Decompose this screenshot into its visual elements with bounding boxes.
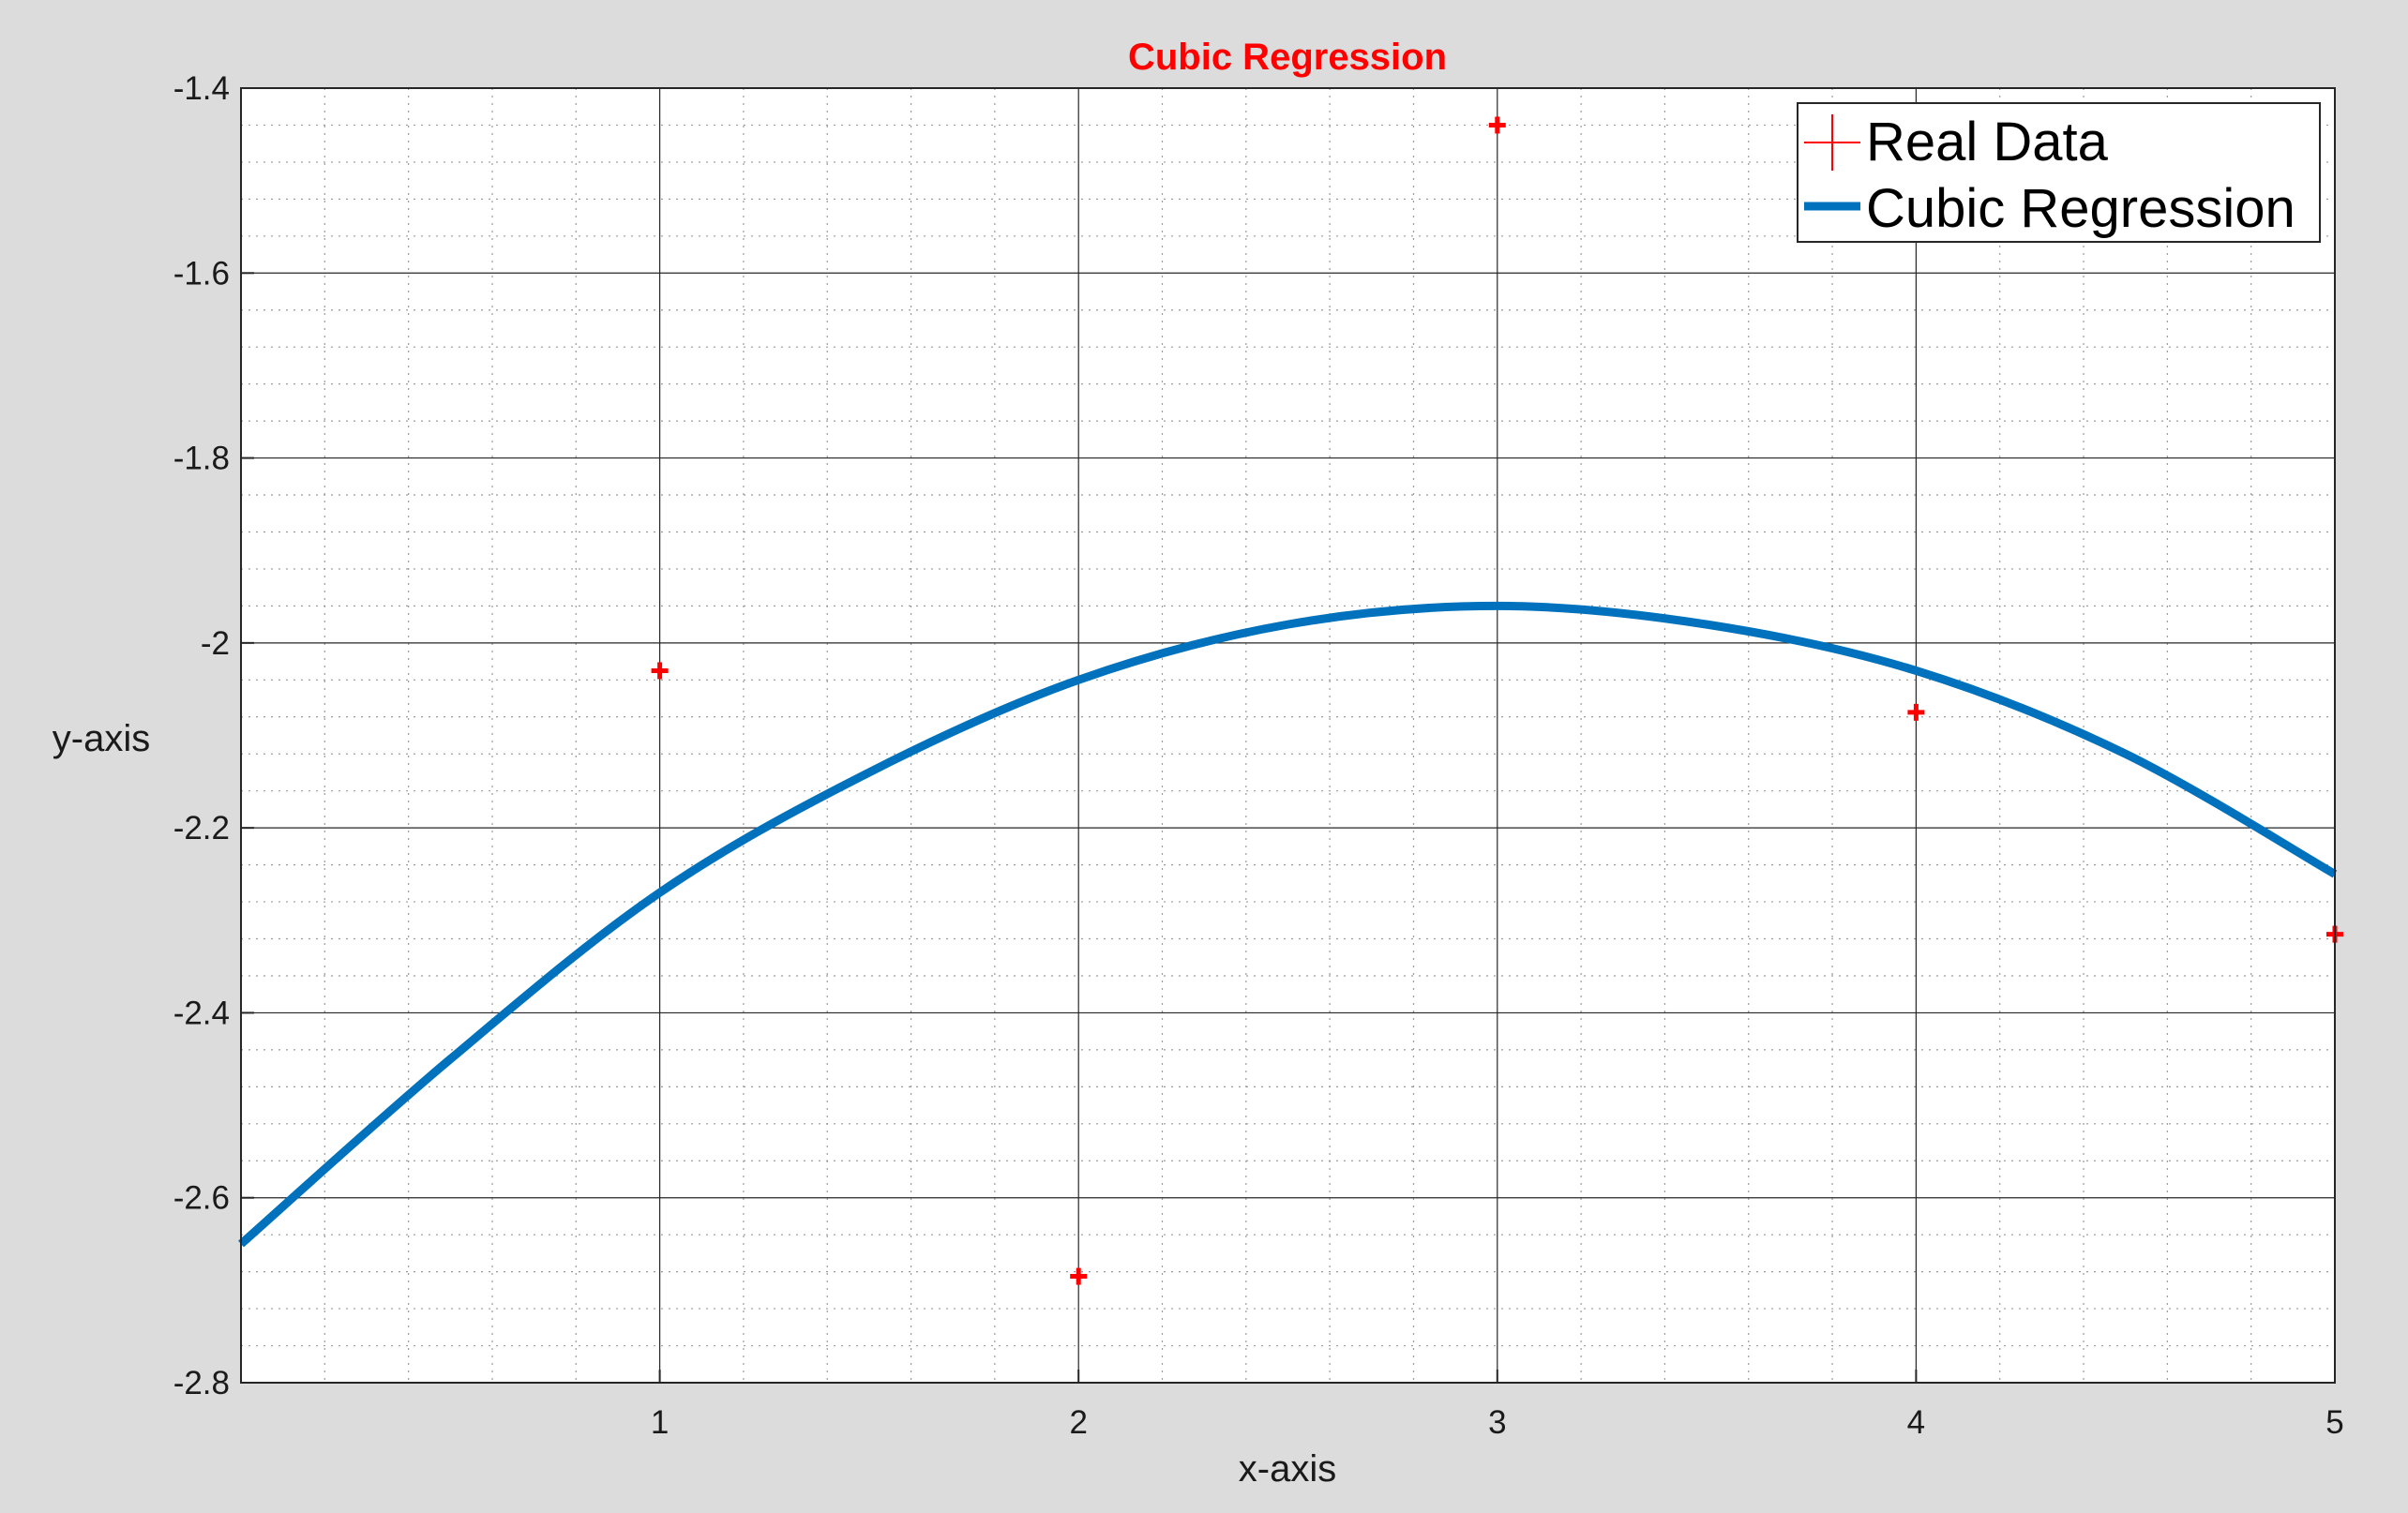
legend-label-real-data: Real Data: [1866, 112, 2109, 172]
data-point: [1070, 1267, 1088, 1285]
major-grid: [241, 87, 2336, 1384]
y-tick-label: -1.4: [173, 70, 230, 107]
x-axis-label: x-axis: [1239, 1448, 1336, 1490]
x-tick-label: 1: [651, 1404, 669, 1441]
y-tick-label: -2: [201, 625, 230, 662]
data-point: [651, 662, 669, 680]
legend: Real Data Cubic Regression: [1797, 102, 2321, 243]
plot-area: [241, 88, 2335, 1383]
data-point: [1907, 703, 1925, 721]
legend-label-cubic-regression: Cubic Regression: [1866, 178, 2295, 239]
y-axis-label: y-axis: [53, 718, 150, 759]
y-tick-label: -2.2: [173, 810, 230, 846]
x-tick-label: 4: [1907, 1404, 1925, 1441]
x-tick-label: 2: [1069, 1404, 1087, 1441]
cubic-regression-line: [238, 601, 2338, 1248]
data-point: [1488, 116, 1506, 134]
y-tick-label: -2.6: [173, 1180, 230, 1217]
x-tick-label: 3: [1488, 1404, 1506, 1441]
y-tick-label: -2.8: [173, 1365, 230, 1401]
y-tick-label: -1.6: [173, 255, 230, 292]
tick-layer: 1 2 3 4 5 -2.8 -2.6 -2.4 -2.2 -2 -1.8 -1.6 -1.4: [173, 70, 2344, 1441]
chart-title: Cubic Regression: [1128, 37, 1447, 78]
y-tick-label: -2.4: [173, 995, 230, 1031]
x-tick-label: 5: [2325, 1404, 2343, 1441]
y-tick-label: -1.8: [173, 441, 230, 477]
legend-marker-real-data: [1804, 114, 1860, 171]
legend-box: [1797, 102, 2321, 243]
plot-frame: [240, 87, 2336, 1384]
